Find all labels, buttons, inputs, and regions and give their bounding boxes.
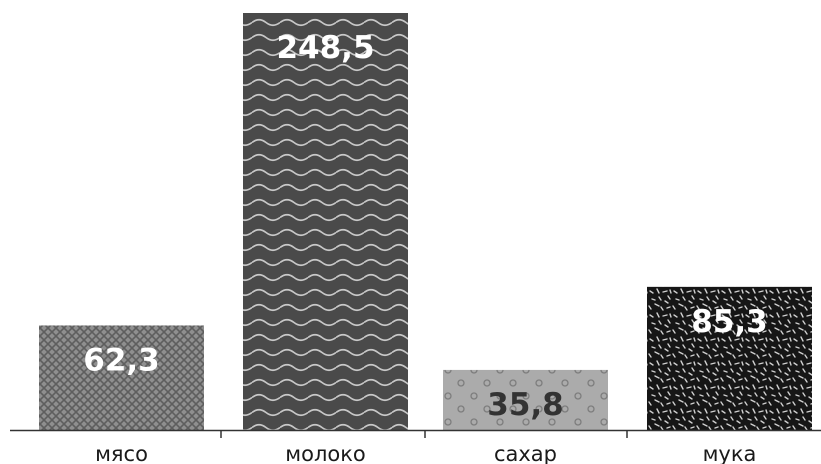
bars-group <box>39 13 812 430</box>
category-label-3: сахар <box>494 442 557 464</box>
category-label-1: мясо <box>95 442 148 464</box>
category-label-4: мука <box>703 442 757 464</box>
bar-1 <box>39 325 204 430</box>
value-label-3: 35,8 <box>487 387 564 423</box>
value-label-1: 62,3 <box>83 342 160 378</box>
x-axis <box>10 429 821 438</box>
bar-2 <box>243 13 408 430</box>
value-label-2: 248,5 <box>276 30 374 66</box>
value-labels-group: 62,3 248,5 35,8 85,3 <box>83 30 768 423</box>
category-labels-group: мясо молоко сахар мука <box>95 442 756 464</box>
bar-3 <box>443 369 608 430</box>
category-label-2: молоко <box>285 442 366 464</box>
bar-4 <box>647 286 812 430</box>
value-label-4: 85,3 <box>691 304 768 340</box>
